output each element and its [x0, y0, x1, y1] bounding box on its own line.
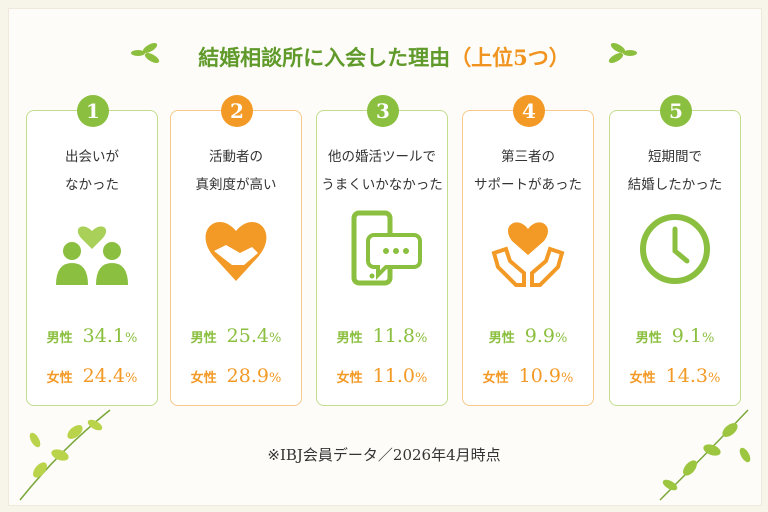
female-label: 女性 [46, 371, 73, 386]
male-label: 男性 [336, 331, 363, 346]
reason-line: 短期間で [648, 149, 702, 165]
icon [488, 209, 568, 293]
female-label: 女性 [190, 371, 217, 386]
female-unit: % [560, 371, 574, 386]
card: 4 第三者のサポートがあった男性 9.9% 女性 10.9% [462, 95, 594, 406]
male-unit: % [701, 331, 715, 346]
female-value: 28.9 [226, 365, 269, 387]
female-label: 女性 [336, 371, 363, 386]
male-label: 男性 [190, 331, 217, 346]
title-suffix: （上位5つ） [450, 45, 570, 70]
number-badge: 4 [513, 95, 545, 127]
male-row: 男性 25.4% [171, 325, 301, 347]
female-value: 10.9 [518, 365, 561, 387]
female-label: 女性 [482, 371, 509, 386]
icon [635, 209, 715, 293]
male-unit: % [414, 331, 428, 346]
female-row: 女性 28.9% [171, 365, 301, 387]
reason: 活動者の真剣度が高い [171, 143, 301, 199]
male-label: 男性 [635, 331, 662, 346]
footnote: ※IBJ会員データ／2026年4月時点 [267, 446, 501, 464]
reason-line: うまくいかなかった [321, 177, 443, 193]
number-badge: 5 [660, 95, 692, 127]
female-row: 女性 11.0% [317, 365, 447, 387]
male-value: 25.4 [226, 325, 269, 347]
reason: 出会いが なかった [27, 143, 157, 199]
card: 1 出会いがなかった男性 34.1% 女性 24.4% [26, 95, 158, 406]
male-row: 男性 9.1% [610, 325, 740, 347]
reason: 短期間で結婚したかった [610, 143, 740, 199]
reason-line: なかった [65, 177, 119, 193]
icon [52, 209, 132, 293]
male-label: 男性 [46, 331, 73, 346]
male-value: 34.1 [82, 325, 125, 347]
female-unit: % [124, 371, 138, 386]
number-badge: 3 [367, 95, 399, 127]
female-label: 女性 [629, 371, 656, 386]
number-badge: 2 [221, 95, 253, 127]
male-unit: % [554, 331, 568, 346]
card: 2 活動者の真剣度が高い男性 25.4% 女性 28.9% [170, 95, 302, 406]
reason: 第三者のサポートがあった [463, 143, 593, 199]
male-unit: % [124, 331, 138, 346]
male-row: 男性 9.9% [463, 325, 593, 347]
female-value: 24.4 [82, 365, 125, 387]
card: 5 短期間で結婚したかった男性 9.1% 女性 14.3% [609, 95, 741, 406]
male-row: 男性 11.8% [317, 325, 447, 347]
icon [342, 209, 422, 293]
female-unit: % [268, 371, 282, 386]
female-value: 11.0 [372, 365, 415, 387]
male-value: 11.8 [372, 325, 415, 347]
title-main: 結婚相談所に入会した理由 [198, 45, 451, 70]
reason-line: 第三者の [501, 149, 555, 165]
reason-line: 他の婚活ツールで [328, 149, 436, 165]
icon [196, 209, 276, 293]
reason: 他の婚活ツールで うまくいかなかった [317, 143, 447, 199]
male-row: 男性 34.1% [27, 325, 157, 347]
reason-line: サポートがあった [474, 177, 582, 193]
title: 結婚相談所に入会した理由（上位5つ） [0, 42, 768, 72]
number-badge: 1 [77, 95, 109, 127]
reason-line: 真剣度が高い [195, 177, 277, 193]
reason-line: 結婚したかった [627, 177, 723, 193]
female-unit: % [414, 371, 428, 386]
female-row: 女性 10.9% [463, 365, 593, 387]
female-row: 女性 24.4% [27, 365, 157, 387]
reason-line: 出会いが [65, 149, 119, 165]
male-label: 男性 [488, 331, 515, 346]
reason-line: 活動者の [209, 149, 263, 165]
card: 3 他の婚活ツールで うまくいかなかった男性 11.8% 女性 11.0% [316, 95, 448, 406]
female-unit: % [707, 371, 721, 386]
male-value: 9.1 [671, 325, 702, 347]
female-value: 14.3 [665, 365, 708, 387]
female-row: 女性 14.3% [610, 365, 740, 387]
male-unit: % [268, 331, 282, 346]
male-value: 9.9 [524, 325, 555, 347]
